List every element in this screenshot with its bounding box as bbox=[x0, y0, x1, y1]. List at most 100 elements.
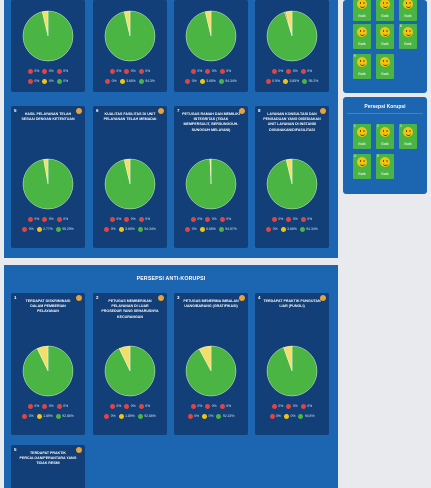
legend-dot-icon bbox=[138, 403, 144, 409]
legend-dot-icon bbox=[269, 413, 275, 419]
legend-dot-icon bbox=[56, 216, 62, 222]
legend-value: 0% bbox=[276, 414, 281, 418]
legend-dot-icon bbox=[302, 78, 308, 84]
rating-number: 3 bbox=[400, 124, 402, 128]
legend-dot-icon bbox=[300, 216, 306, 222]
info-badge-icon[interactable] bbox=[158, 295, 164, 301]
rating-tile[interactable]: 3 Baik bbox=[399, 124, 417, 149]
legend-item: 0% bbox=[187, 413, 199, 419]
rating-tile[interactable]: Baik bbox=[353, 0, 371, 21]
info-badge-icon[interactable] bbox=[320, 108, 326, 114]
legend-value: 0% bbox=[211, 69, 217, 73]
info-badge-icon[interactable] bbox=[239, 108, 245, 114]
legend-value: 0% bbox=[34, 79, 40, 83]
legend-value: 95.29% bbox=[62, 227, 74, 231]
survey-card: 8 LAYANAN KONSULTASI DAN PENGADUAN YANG D… bbox=[255, 106, 329, 248]
legend-value: 0% bbox=[191, 79, 197, 83]
rating-tile[interactable]: Baik bbox=[376, 24, 394, 49]
pie-slice bbox=[283, 345, 293, 372]
legend-row: 0% 1.89% 92.86% bbox=[93, 413, 167, 419]
card-title: HASIL PELAYANAN TELAH SESUAI DENGAN KETE… bbox=[21, 112, 75, 122]
section-title: PERSEPSI ANTI-KORUPSI bbox=[136, 276, 206, 282]
card-title: KUALITAS FASILITAS DI UNIT PELAYANAN TEL… bbox=[103, 112, 157, 122]
legend-item: 0% bbox=[202, 413, 213, 419]
pie-chart bbox=[185, 158, 237, 210]
legend-dot-icon bbox=[118, 226, 124, 232]
legend-item: 0% bbox=[42, 403, 54, 409]
legend-row: 0% 0% 92.15% bbox=[174, 413, 248, 419]
pie-slice bbox=[204, 10, 212, 37]
legend-item: 0% bbox=[56, 68, 69, 74]
legend-value: 94.5% bbox=[304, 414, 315, 418]
legend-value: 0% bbox=[197, 217, 203, 221]
legend-item: 0% bbox=[56, 403, 68, 409]
rating-tile[interactable]: Baik bbox=[399, 0, 417, 21]
legend-item: 0% bbox=[138, 216, 150, 222]
pie-chart bbox=[266, 345, 318, 397]
info-badge-icon[interactable] bbox=[76, 447, 82, 453]
rating-number: 8 bbox=[400, 24, 402, 28]
pie-slice bbox=[123, 158, 131, 185]
legend-dot-icon bbox=[124, 403, 130, 409]
rating-tile[interactable]: 8 Baik bbox=[399, 24, 417, 49]
legend-value: 0% bbox=[226, 404, 232, 408]
legend-dot-icon bbox=[109, 216, 115, 222]
rating-label: Baik bbox=[358, 172, 366, 176]
legend-value: 0% bbox=[63, 79, 69, 83]
info-badge-icon[interactable] bbox=[76, 295, 82, 301]
card-title: TERDAPAT DISKRIMINASI DALAM PEMBERIAN PE… bbox=[25, 299, 71, 314]
rating-tile[interactable]: 4 Baik bbox=[353, 154, 371, 179]
legend-dot-icon bbox=[199, 226, 205, 232]
legend-value: 0% bbox=[116, 69, 122, 73]
legend-item: 3.65% bbox=[280, 226, 297, 232]
legend-item: 0% bbox=[104, 413, 116, 419]
legend-dot-icon bbox=[298, 413, 304, 419]
legend-item: 94.34% bbox=[218, 78, 237, 84]
legend-dot-icon bbox=[138, 78, 144, 84]
rating-tile[interactable]: Baik bbox=[376, 0, 394, 21]
rating-tile[interactable]: Baik bbox=[353, 24, 371, 49]
rating-tile[interactable]: Baik bbox=[376, 54, 394, 79]
legend-row: 0% 0% 0% bbox=[93, 403, 167, 409]
legend-dot-icon bbox=[280, 226, 286, 232]
pie-chart bbox=[266, 10, 318, 62]
legend-value: 3.65% bbox=[125, 227, 135, 231]
legend-value: 0% bbox=[130, 217, 136, 221]
rating-tile[interactable]: 2 Baik bbox=[376, 124, 394, 149]
smiley-face-icon bbox=[380, 127, 390, 137]
legend-value: 0% bbox=[116, 404, 122, 408]
legend-value: 0% bbox=[145, 404, 151, 408]
legend-value: 0% bbox=[307, 217, 313, 221]
card-number: 2 bbox=[96, 295, 99, 300]
info-badge-icon[interactable] bbox=[239, 295, 245, 301]
legend-value: 0% bbox=[292, 404, 298, 408]
smiley-face-icon bbox=[380, 157, 390, 167]
legend-row: 0% 0% 0% bbox=[11, 68, 85, 74]
info-badge-icon[interactable] bbox=[158, 108, 164, 114]
info-badge-icon[interactable] bbox=[76, 108, 82, 114]
legend-value: 0% bbox=[63, 69, 69, 73]
info-badge-icon[interactable] bbox=[320, 295, 326, 301]
legend-item: 0% bbox=[205, 216, 217, 222]
legend-item: 0% bbox=[219, 403, 232, 409]
pie-slice bbox=[118, 345, 131, 372]
rating-tile[interactable]: 5 Baik bbox=[376, 154, 394, 179]
divider bbox=[347, 113, 423, 114]
smiley-face-icon bbox=[357, 127, 367, 137]
legend-dot-icon bbox=[109, 68, 115, 74]
rating-label: Baik bbox=[381, 142, 389, 146]
legend-value: 0% bbox=[211, 404, 217, 408]
rating-tile[interactable]: 9 Baik bbox=[353, 54, 371, 79]
rating-tile[interactable]: 1 Baik bbox=[353, 124, 371, 149]
legend-dot-icon bbox=[119, 78, 125, 84]
card-number: 7 bbox=[177, 108, 180, 113]
legend-dot-icon bbox=[55, 413, 61, 419]
legend-item: 0% bbox=[124, 68, 136, 74]
legend-value: 1.89% bbox=[125, 414, 135, 418]
survey-card: 0% 0% 0% 0% 0% 0% bbox=[11, 0, 85, 92]
legend-item: 92.86% bbox=[137, 413, 156, 419]
legend-dot-icon bbox=[205, 68, 211, 74]
legend-item: 0% bbox=[124, 403, 136, 409]
pie-chart bbox=[185, 345, 237, 397]
legend-value: 0% bbox=[191, 227, 197, 231]
